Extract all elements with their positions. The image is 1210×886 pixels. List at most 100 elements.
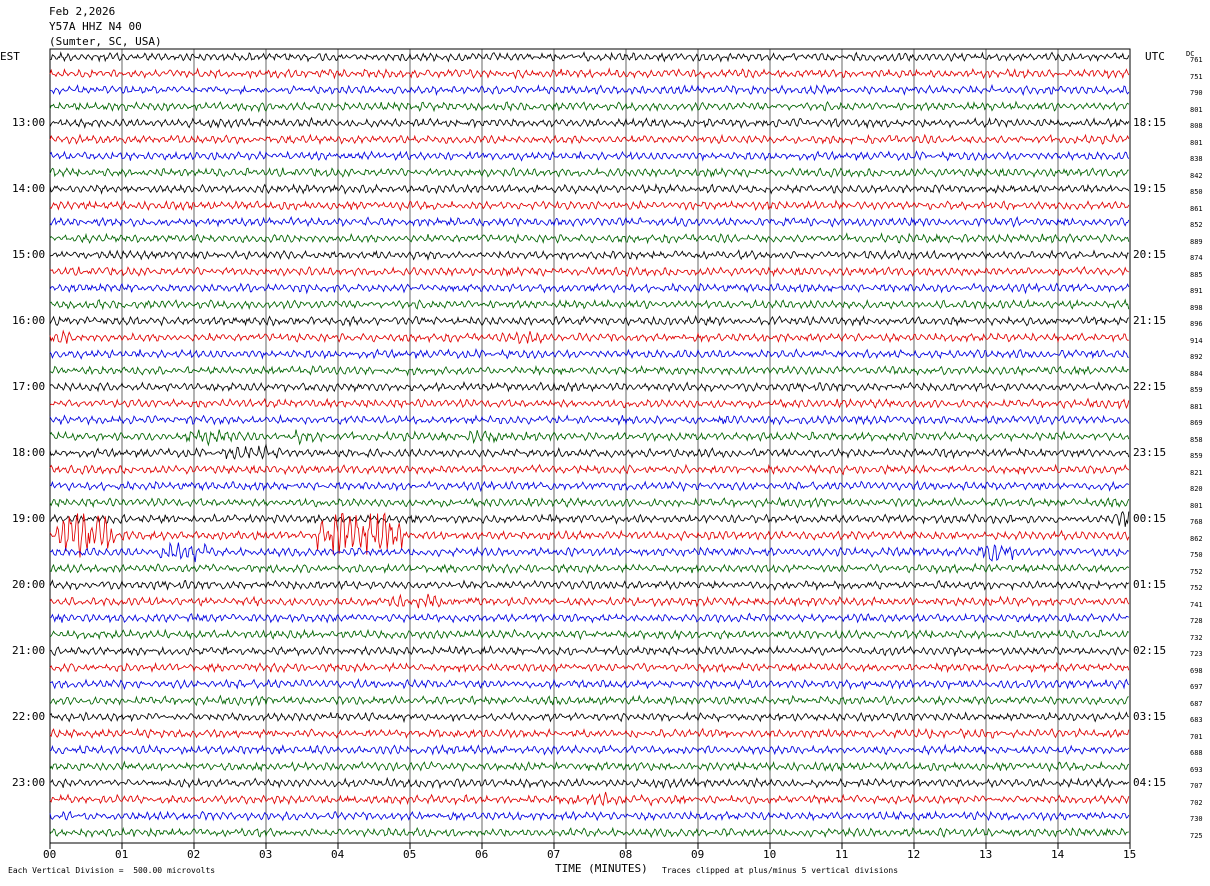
dc-offset-value: 752: [1190, 584, 1203, 592]
seismic-trace-19: [49, 348, 1129, 360]
left-hour-label: 17:00: [12, 380, 46, 393]
seismic-trace-13: [49, 249, 1129, 261]
dc-offset-value: 723: [1190, 650, 1203, 658]
dc-offset-value: 750: [1190, 551, 1203, 559]
dc-offset-value: 891: [1190, 287, 1203, 295]
left-hour-label: 19:00: [12, 512, 46, 525]
seismic-trace-16: [49, 298, 1130, 311]
dc-offset-value: 821: [1190, 468, 1203, 477]
dc-offset-value: 898: [1190, 303, 1203, 312]
right-timezone-label: UTC: [1145, 50, 1165, 63]
left-hour-label: 14:00: [12, 182, 46, 195]
seismic-trace-18: [49, 329, 1129, 345]
seismic-trace-21: [49, 380, 1130, 393]
left-hour-label: 21:00: [12, 644, 46, 657]
dc-offset-value: 850: [1190, 188, 1203, 196]
dc-offset-value: 881: [1190, 402, 1203, 411]
seismic-trace-32: [49, 562, 1130, 575]
left-hour-label: 13:00: [12, 116, 46, 129]
dc-offset-value: 820: [1190, 485, 1203, 493]
x-tick-label: 06: [475, 848, 489, 861]
right-hour-label: 03:15: [1133, 710, 1167, 723]
seismic-trace-33: [49, 579, 1130, 591]
right-hour-label: 21:15: [1133, 314, 1167, 327]
dc-offset-value: 889: [1190, 237, 1203, 246]
seismic-trace-14: [49, 265, 1130, 278]
seismic-trace-17: [49, 315, 1130, 328]
seismic-trace-2: [49, 67, 1130, 80]
plot-frame: [49, 48, 1131, 844]
dc-offset-value: 874: [1190, 254, 1203, 262]
x-tick-label: 09: [691, 848, 705, 861]
seismic-trace-46: [49, 791, 1130, 807]
x-tick-label: 02: [187, 848, 201, 861]
header-location: (Sumter, SC, USA): [49, 35, 162, 48]
dc-offset-value: 702: [1190, 798, 1203, 807]
dc-offset-value: 842: [1190, 171, 1203, 180]
right-hour-label: 19:15: [1133, 182, 1167, 195]
right-hour-label: 01:15: [1133, 578, 1167, 591]
dc-offset-value: 761: [1190, 56, 1203, 64]
seismic-trace-7: [49, 150, 1130, 162]
dc-offset-value: 693: [1190, 765, 1203, 774]
x-tick-label: 07: [547, 848, 561, 861]
seismic-trace-9: [49, 183, 1130, 195]
seismic-trace-42: [49, 727, 1130, 740]
dc-offset-value: 701: [1190, 732, 1203, 741]
seismic-trace-15: [49, 282, 1130, 295]
seismic-trace-39: [49, 678, 1130, 691]
dc-offset-value: 732: [1190, 633, 1203, 642]
dc-offset-value: 741: [1190, 600, 1203, 609]
seismic-trace-10: [49, 199, 1130, 212]
right-hour-label: 22:15: [1133, 380, 1167, 393]
left-hour-label: 18:00: [12, 446, 46, 459]
seismic-trace-27: [49, 480, 1130, 493]
x-tick-label: 05: [403, 848, 417, 861]
x-tick-label: 00: [43, 848, 57, 861]
dc-offset-value: 914: [1190, 336, 1203, 345]
dc-offset-value: 869: [1190, 419, 1203, 427]
x-tick-label: 12: [907, 848, 921, 861]
dc-offset-value: 896: [1190, 320, 1203, 328]
seismic-trace-5: [49, 116, 1130, 130]
dc-offset-value: 687: [1190, 699, 1203, 708]
seismic-trace-31: [49, 541, 1130, 563]
seismic-trace-44: [49, 760, 1130, 773]
dc-offset-value: 752: [1190, 567, 1203, 576]
dc-offset-value: 861: [1190, 204, 1203, 213]
seismic-trace-25: [49, 443, 1130, 460]
dc-offset-value: 838: [1190, 155, 1203, 163]
x-axis-title: TIME (MINUTES): [555, 862, 648, 875]
seismic-trace-36: [49, 628, 1130, 641]
right-hour-label: 23:15: [1133, 446, 1167, 459]
dc-header: DC: [1186, 50, 1195, 58]
x-tick-label: 13: [979, 848, 993, 861]
right-hour-label: 18:15: [1133, 116, 1167, 129]
dc-offset-value: 768: [1190, 518, 1203, 526]
right-hour-label: 20:15: [1133, 248, 1167, 261]
seismic-trace-28: [49, 496, 1130, 509]
dc-offset-value: 725: [1190, 831, 1203, 840]
seismic-trace-20: [49, 364, 1129, 377]
seismic-trace-12: [49, 232, 1130, 245]
seismic-trace-45: [49, 776, 1130, 790]
left-hour-label: 20:00: [12, 578, 46, 591]
dc-offset-value: 728: [1190, 617, 1203, 625]
left-hour-label: 16:00: [12, 314, 46, 327]
x-tick-label: 04: [331, 848, 345, 861]
seismic-trace-26: [49, 463, 1130, 476]
dc-offset-value: 862: [1190, 534, 1203, 543]
left-hour-label: 23:00: [12, 776, 46, 789]
left-hour-label: 22:00: [12, 710, 46, 723]
x-tick-label: 01: [115, 848, 129, 861]
seismic-trace-24: [49, 429, 1130, 447]
dc-offset-value: 884: [1190, 369, 1203, 378]
dc-offset-value: 697: [1190, 683, 1203, 691]
right-hour-label: 04:15: [1133, 776, 1167, 789]
x-tick-label: 14: [1051, 848, 1065, 861]
seismic-trace-40: [49, 694, 1129, 707]
seismic-trace-4: [49, 100, 1130, 113]
dc-offset-value: 751: [1190, 72, 1203, 81]
seismic-trace-35: [49, 612, 1129, 624]
